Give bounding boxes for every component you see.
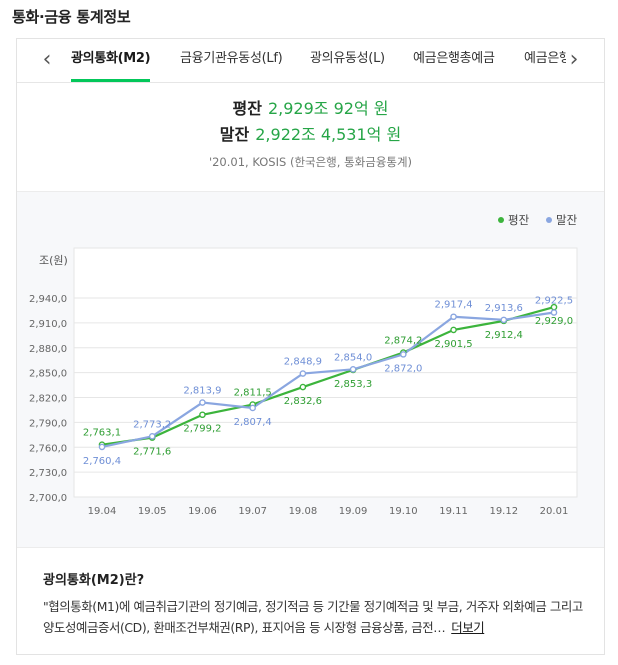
tab-list: 광의통화(M2) 금융기관유동성(Lf) 광의유동성(L) 예금은행총예금 예금은행: [63, 39, 566, 82]
x-tick-label: 19.12: [489, 506, 518, 517]
x-tick-label: 19.10: [389, 506, 418, 517]
y-tick-label: 2,850,0: [29, 369, 67, 380]
legend-label: 말잔: [556, 213, 578, 227]
end-series-data-label: 2,854,0: [334, 352, 372, 363]
avg-series-data-label: 2,901,5: [434, 339, 472, 350]
end-series-data-label: 2,760,4: [83, 456, 121, 467]
end-series-point: [199, 399, 206, 406]
avg-series-data-label: 2,912,4: [485, 330, 523, 341]
y-tick-label: 2,880,0: [29, 344, 67, 355]
x-tick-label: 19.08: [289, 506, 318, 517]
end-series-data-label: 2,848,9: [284, 357, 322, 368]
end-series-data-label: 2,872,0: [384, 363, 422, 374]
legend-marker: [498, 217, 504, 223]
avg-series-data-label: 2,874,2: [384, 336, 422, 347]
end-series-data-label: 2,917,4: [434, 300, 472, 311]
y-tick-label: 2,700,0: [29, 493, 67, 504]
chart-area: 조(원) 2,940,0 2,910,0 2,880,0 2,850,0 2,820,0 2…: [17, 191, 604, 548]
end-series-point: [148, 433, 156, 440]
end-series-data-label: 2,813,9: [183, 386, 221, 397]
avg-series-data-label: 2,771,6: [133, 447, 171, 458]
avg-series-data-label: 2,832,6: [284, 396, 322, 407]
x-tick-label: 19.07: [238, 506, 267, 517]
end-series-point: [98, 443, 106, 451]
avg-balance-value: 2,929조 92억 원: [267, 99, 389, 118]
info-body: "협의통화(M1)에 예금취급기관의 정기예금, 정기적금 등 기간물 정기예적…: [43, 599, 583, 635]
x-tick-label: 19.11: [439, 506, 468, 517]
avg-series-data-label: 2,811,5: [234, 388, 272, 399]
tab-0[interactable]: 광의통화(M2): [71, 39, 151, 82]
end-series-point: [400, 351, 407, 358]
y-axis-label: 조(원): [39, 254, 68, 267]
avg-series-data-label: 2,763,1: [83, 428, 121, 439]
x-tick-label: 19.04: [88, 506, 117, 517]
y-tick-label: 2,760,0: [29, 443, 67, 454]
end-balance-value: 2,922조 4,531억 원: [255, 125, 402, 144]
avg-series-point: [199, 411, 206, 419]
tab-3[interactable]: 예금은행총예금: [413, 51, 495, 66]
end-series-point: [249, 404, 256, 412]
avg-series-data-label: 2,929,0: [535, 316, 573, 327]
info-section: 광의통화(M2)란? "협의통화(M1)에 예금취급기관의 정기예금, 정기적금…: [43, 569, 583, 638]
end-series-point: [450, 313, 457, 321]
end-series-data-label: 2,807,4: [234, 417, 272, 428]
more-link[interactable]: 더보기: [451, 620, 485, 635]
y-tick-label: 2,940,0: [29, 294, 67, 305]
x-tick-label: 19.05: [138, 506, 167, 517]
tab-bar: ‹ 광의통화(M2) 금융기관유동성(Lf) 광의유동성(L) 예금은행총예금 예금은행…: [17, 39, 604, 83]
summary: 평잔 2,929조 92억 원 말잔 2,922조 4,531억 원 '20.01,…: [17, 84, 604, 192]
source-text: '20.01, KOSIS (한국은행, 통화금융통계): [208, 155, 413, 169]
end-balance-line: 말잔 2,922조 4,531억 원: [17, 122, 604, 148]
line-chart: 조(원) 2,940,0 2,910,0 2,880,0 2,850,0 2,820,0 2…: [29, 213, 578, 517]
end-series-data-label: 2,922,5: [535, 296, 573, 307]
end-series-point: [550, 309, 558, 316]
avg-balance-label: 평잔: [232, 99, 262, 118]
info-title: 광의통화(M2)란?: [43, 573, 145, 588]
avg-series-point: [299, 383, 307, 391]
x-tick-label: 19.06: [188, 506, 217, 517]
legend-label: 평잔: [508, 213, 530, 227]
tab-2[interactable]: 광의유동성(L): [310, 51, 385, 66]
info-text: "협의통화(M1)에 예금취급기관의 정기예금, 정기적금 등 기간물 정기예적…: [43, 596, 583, 638]
end-series-line: [101, 311, 555, 448]
y-tick-label: 2,730,0: [29, 468, 67, 479]
legend-marker: [546, 217, 552, 223]
x-tick-label: 19.09: [339, 506, 368, 517]
avg-balance-line: 평잔 2,929조 92억 원: [17, 96, 604, 122]
end-series-point: [500, 316, 508, 324]
end-balance-label: 말잔: [219, 125, 250, 144]
y-tick-label: 2,910,0: [29, 319, 67, 330]
avg-series-line: [101, 306, 555, 446]
tab-1[interactable]: 금융기관유동성(Lf): [180, 51, 283, 66]
page-title: 통화·금융 통계정보: [12, 8, 131, 26]
tab-4[interactable]: 예금은행: [524, 51, 566, 66]
x-tick-label: 20.01: [540, 506, 569, 517]
avg-series-point: [450, 326, 457, 334]
m2-card: ‹ 광의통화(M2) 금융기관유동성(Lf) 광의유동성(L) 예금은행총예금 예금은행…: [16, 38, 605, 655]
y-tick-label: 2,820,0: [29, 394, 67, 405]
y-tick-label: 2,790,0: [29, 418, 67, 429]
end-series-point: [299, 370, 307, 377]
end-series-data-label: 2,913,6: [485, 303, 523, 314]
chevron-right-icon[interactable]: ›: [569, 47, 579, 72]
end-series-data-label: 2,773,2: [133, 419, 171, 430]
end-series-point: [349, 366, 357, 373]
avg-series-data-label: 2,853,3: [334, 379, 372, 390]
avg-series-data-label: 2,799,2: [183, 424, 221, 435]
chevron-left-icon[interactable]: ‹: [42, 47, 52, 72]
